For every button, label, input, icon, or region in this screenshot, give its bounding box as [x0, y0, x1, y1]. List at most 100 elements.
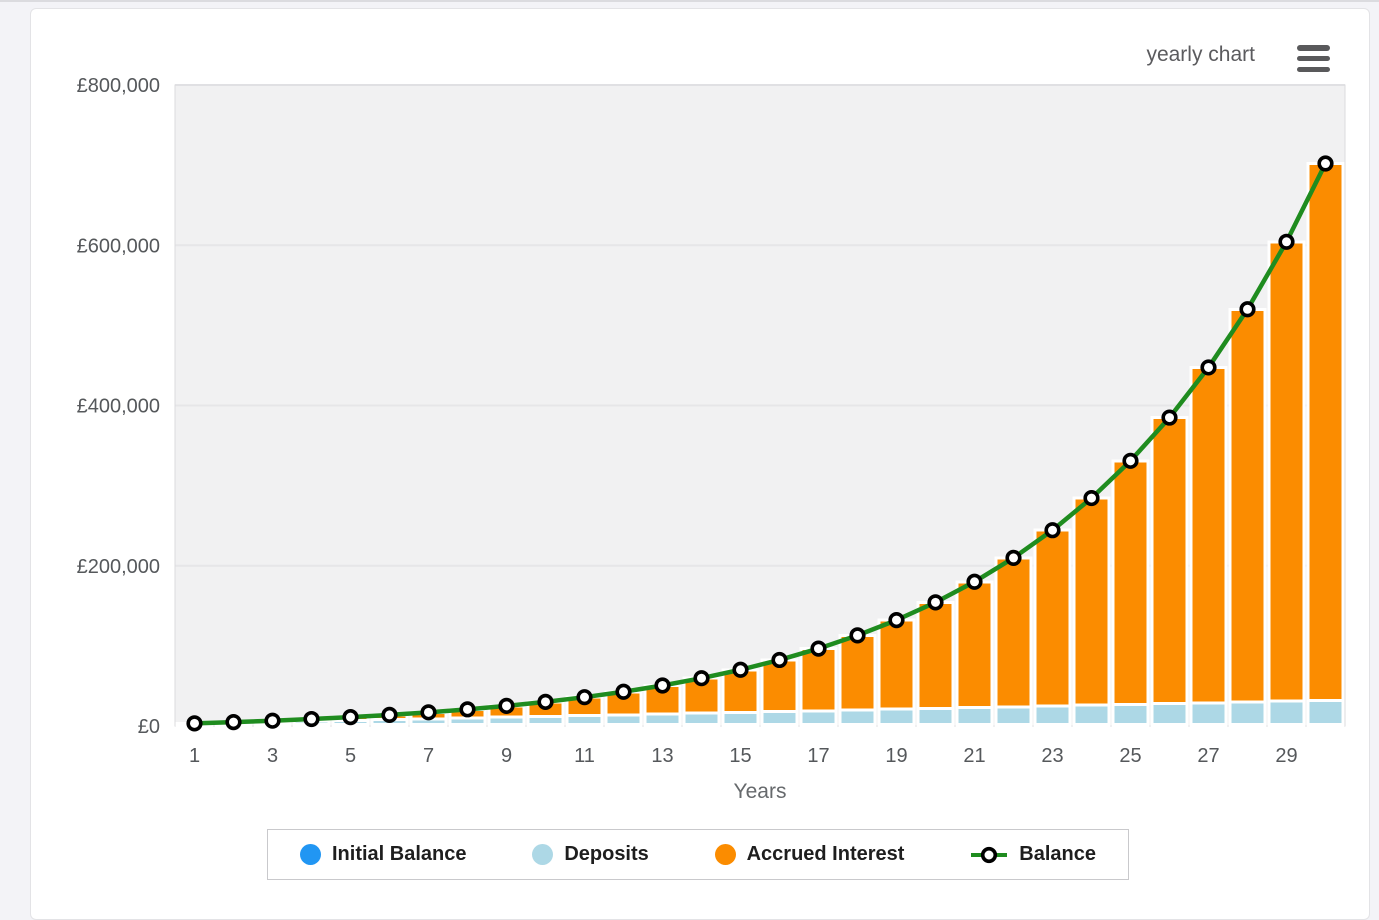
bar-accrued-interest-year-28[interactable]	[1230, 309, 1265, 702]
bar-accrued-interest-year-25[interactable]	[1113, 461, 1148, 705]
bar-deposits-year-19[interactable]	[879, 709, 914, 724]
legend-label: Deposits	[564, 843, 648, 866]
balance-point-year-5[interactable]	[344, 711, 357, 724]
hamburger-bar	[1297, 56, 1330, 62]
balance-point-year-14[interactable]	[695, 672, 708, 685]
x-axis-tick-label: 23	[1041, 745, 1063, 767]
bar-deposits-year-28[interactable]	[1230, 702, 1265, 724]
bar-deposits-year-21[interactable]	[957, 708, 992, 725]
balance-point-year-27[interactable]	[1202, 361, 1215, 374]
legend-label: Balance	[1019, 843, 1096, 866]
bar-accrued-interest-year-30[interactable]	[1308, 164, 1343, 701]
legend-item-balance[interactable]: Balance	[970, 843, 1096, 866]
x-axis-tick-label: 5	[345, 745, 356, 767]
bar-deposits-year-13[interactable]	[645, 714, 680, 724]
bar-accrued-interest-year-20[interactable]	[918, 602, 953, 708]
x-axis-title: Years	[734, 780, 787, 803]
balance-point-year-10[interactable]	[539, 696, 552, 709]
x-axis-tick-label: 15	[729, 745, 751, 767]
balance-point-year-24[interactable]	[1085, 492, 1098, 505]
bar-deposits-year-17[interactable]	[801, 711, 836, 725]
x-axis-tick-label: 13	[651, 745, 673, 767]
y-axis-tick-label: £800,000	[77, 75, 160, 97]
y-axis-tick-label: £0	[138, 716, 160, 738]
balance-point-year-4[interactable]	[305, 713, 318, 726]
bar-deposits-year-24[interactable]	[1074, 705, 1109, 724]
x-axis-tick-label: 17	[807, 745, 829, 767]
bar-deposits-year-14[interactable]	[684, 713, 719, 724]
balance-line-marker-icon	[970, 844, 1008, 866]
balance-point-year-15[interactable]	[734, 663, 747, 676]
balance-point-year-13[interactable]	[656, 679, 669, 692]
y-axis-tick-label: £200,000	[77, 556, 160, 578]
balance-point-year-30[interactable]	[1319, 157, 1332, 170]
balance-point-year-23[interactable]	[1046, 524, 1059, 537]
legend-item-deposits[interactable]: Deposits	[532, 843, 648, 866]
x-axis-tick-label: 21	[963, 745, 985, 767]
bar-deposits-year-29[interactable]	[1269, 701, 1304, 724]
balance-point-year-28[interactable]	[1241, 303, 1254, 316]
balance-point-year-11[interactable]	[578, 691, 591, 704]
bar-deposits-year-25[interactable]	[1113, 704, 1148, 724]
balance-point-year-3[interactable]	[266, 714, 279, 727]
x-axis-tick-label: 9	[501, 745, 512, 767]
bar-deposits-year-18[interactable]	[840, 710, 875, 724]
bar-accrued-interest-year-21[interactable]	[957, 582, 992, 708]
balance-point-year-20[interactable]	[929, 596, 942, 609]
bar-deposits-year-15[interactable]	[723, 712, 758, 724]
bar-deposits-year-27[interactable]	[1191, 703, 1226, 725]
balance-point-year-6[interactable]	[383, 709, 396, 722]
bar-deposits-year-22[interactable]	[996, 707, 1031, 725]
balance-point-year-2[interactable]	[227, 716, 240, 729]
bar-accrued-interest-year-22[interactable]	[996, 558, 1031, 707]
bar-deposits-year-26[interactable]	[1152, 704, 1187, 725]
balance-point-year-26[interactable]	[1163, 411, 1176, 424]
bar-accrued-interest-year-24[interactable]	[1074, 498, 1109, 705]
bar-accrued-interest-year-17[interactable]	[801, 649, 836, 711]
balance-point-year-1[interactable]	[188, 717, 201, 730]
balance-point-year-21[interactable]	[968, 575, 981, 588]
x-axis-tick-label: 11	[574, 745, 595, 767]
x-axis-tick-label: 7	[423, 745, 434, 767]
legend-item-accrued-interest[interactable]: Accrued Interest	[715, 843, 905, 866]
balance-point-year-25[interactable]	[1124, 455, 1137, 468]
legend-label: Initial Balance	[332, 843, 467, 866]
x-axis-tick-label: 1	[189, 745, 200, 767]
x-axis-tick-label: 29	[1275, 745, 1297, 767]
legend-item-initial-balance[interactable]: Initial Balance	[300, 843, 467, 866]
chart-legend: Initial Balance Deposits Accrued Interes…	[267, 829, 1129, 880]
bar-accrued-interest-year-27[interactable]	[1191, 367, 1226, 702]
balance-point-year-22[interactable]	[1007, 552, 1020, 565]
bar-deposits-year-16[interactable]	[762, 712, 797, 725]
bar-deposits-year-20[interactable]	[918, 708, 953, 724]
x-axis-tick-label: 27	[1197, 745, 1219, 767]
bar-accrued-interest-year-29[interactable]	[1269, 242, 1304, 701]
balance-point-year-16[interactable]	[773, 654, 786, 667]
initial-balance-dot-icon	[300, 844, 321, 865]
balance-point-year-17[interactable]	[812, 642, 825, 655]
balance-point-year-12[interactable]	[617, 685, 630, 698]
x-axis-tick-label: 19	[885, 745, 907, 767]
accrued-interest-dot-icon	[715, 844, 736, 865]
balance-point-year-18[interactable]	[851, 629, 864, 642]
legend-label: Accrued Interest	[747, 843, 905, 866]
bar-accrued-interest-year-26[interactable]	[1152, 418, 1187, 704]
bar-deposits-year-30[interactable]	[1308, 700, 1343, 724]
deposits-dot-icon	[532, 844, 553, 865]
y-axis-tick-label: £600,000	[77, 235, 160, 257]
hamburger-bar	[1297, 45, 1330, 51]
bar-deposits-year-23[interactable]	[1035, 706, 1070, 724]
balance-point-year-19[interactable]	[890, 614, 903, 627]
balance-point-year-29[interactable]	[1280, 235, 1293, 248]
balance-point-year-7[interactable]	[422, 706, 435, 719]
hamburger-menu-icon[interactable]	[1297, 45, 1330, 72]
bar-accrued-interest-year-18[interactable]	[840, 635, 875, 710]
hamburger-bar	[1297, 67, 1330, 73]
bar-accrued-interest-year-23[interactable]	[1035, 530, 1070, 706]
balance-point-year-9[interactable]	[500, 700, 513, 713]
chart-type-label: yearly chart	[1146, 43, 1255, 67]
bar-accrued-interest-year-19[interactable]	[879, 620, 914, 709]
balance-point-year-8[interactable]	[461, 703, 474, 716]
x-axis-tick-label: 25	[1119, 745, 1141, 767]
